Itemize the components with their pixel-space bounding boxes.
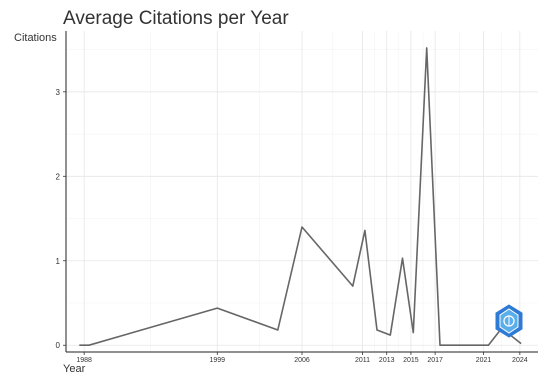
watermark-logo [495, 304, 523, 338]
x-tick-label: 2011 [355, 357, 370, 364]
x-tick-label: 2017 [427, 357, 443, 364]
y-tick-label: 2 [56, 172, 61, 181]
series-line [79, 47, 522, 347]
x-tick-label: 2013 [379, 357, 395, 364]
x-tick-label: 2024 [512, 357, 528, 364]
y-tick-label: 0 [56, 341, 61, 350]
chart-title: Average Citations per Year [63, 8, 289, 29]
x-tick-label: 1999 [209, 357, 225, 364]
tick-labels: 1988 1999 2006 2011 2013 2015 2017 2021 2024 0 1 2 3 [56, 88, 528, 364]
y-tick-label: 1 [56, 257, 61, 266]
series-lines [79, 47, 522, 347]
x-tick-label: 2021 [476, 357, 492, 364]
x-tick-label: 1988 [76, 357, 92, 364]
y-tick-label: 3 [56, 88, 61, 97]
x-tick-label: 2015 [403, 357, 419, 364]
axes [63, 31, 538, 355]
x-axis-label: Year [63, 363, 86, 375]
grid [66, 31, 538, 352]
y-axis-label: Citations [14, 32, 57, 44]
x-tick-label: 2006 [294, 357, 310, 364]
